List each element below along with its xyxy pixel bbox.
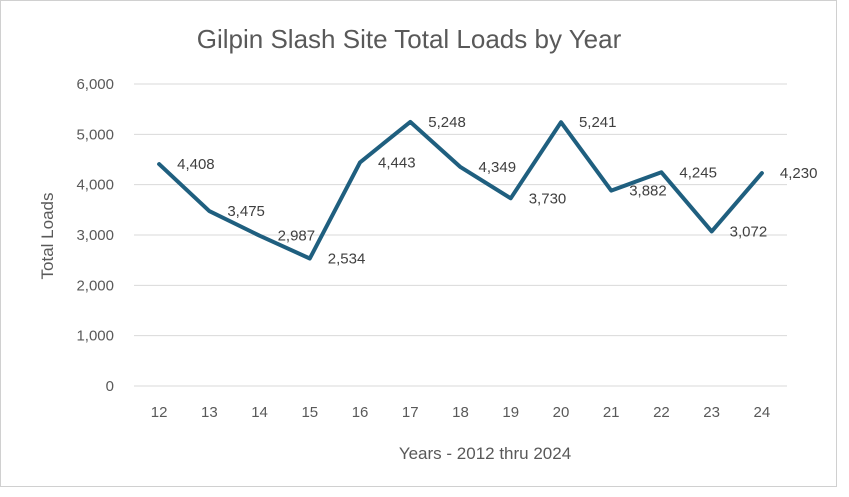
y-tick-label: 6,000 — [76, 76, 114, 93]
line-chart: Gilpin Slash Site Total Loads by Year 0 1… — [38, 24, 817, 463]
x-axis-ticks: 12 13 14 15 16 17 18 19 20 21 22 23 24 — [151, 404, 770, 421]
x-tick-label: 15 — [301, 404, 318, 421]
data-label: 3,475 — [227, 203, 265, 220]
data-label: 3,072 — [730, 223, 768, 240]
x-tick-label: 19 — [502, 404, 519, 421]
data-label: 5,248 — [428, 114, 466, 131]
y-tick-label: 1,000 — [76, 328, 114, 345]
data-label: 5,241 — [579, 114, 617, 131]
y-tick-label: 4,000 — [76, 177, 114, 194]
gridlines — [134, 83, 787, 387]
data-label: 4,245 — [679, 164, 717, 181]
y-axis-title: Total Loads — [38, 193, 57, 280]
data-label: 4,408 — [177, 156, 215, 173]
data-label: 2,534 — [328, 250, 366, 267]
x-tick-label: 21 — [603, 404, 620, 421]
x-tick-label: 20 — [553, 404, 570, 421]
y-tick-label: 0 — [106, 378, 114, 395]
data-label: 3,730 — [529, 190, 567, 207]
chart-frame: Gilpin Slash Site Total Loads by Year 0 1… — [0, 0, 837, 487]
y-tick-label: 5,000 — [76, 126, 114, 143]
y-axis-ticks: 0 1,000 2,000 3,000 4,000 5,000 6,000 — [76, 76, 114, 395]
x-tick-label: 16 — [352, 404, 369, 421]
y-tick-label: 2,000 — [76, 277, 114, 294]
x-axis-title: Years - 2012 thru 2024 — [399, 444, 571, 463]
data-label: 2,987 — [278, 228, 316, 245]
data-label: 4,230 — [780, 165, 818, 182]
data-label: 4,349 — [479, 159, 517, 176]
x-tick-label: 23 — [703, 404, 720, 421]
x-tick-label: 18 — [452, 404, 469, 421]
x-tick-label: 17 — [402, 404, 419, 421]
x-tick-label: 14 — [251, 404, 268, 421]
series-line — [157, 119, 764, 261]
x-tick-label: 13 — [201, 404, 218, 421]
chart-title: Gilpin Slash Site Total Loads by Year — [197, 24, 622, 54]
x-tick-label: 24 — [754, 404, 771, 421]
y-tick-label: 3,000 — [76, 227, 114, 244]
series-line-layer — [157, 119, 764, 261]
x-tick-label: 22 — [653, 404, 670, 421]
x-tick-label: 12 — [151, 404, 168, 421]
data-label: 4,443 — [378, 154, 416, 171]
data-label: 3,882 — [629, 183, 667, 200]
data-labels: 4,408 3,475 2,987 2,534 4,443 5,248 4,349 3,730… — [177, 114, 817, 268]
